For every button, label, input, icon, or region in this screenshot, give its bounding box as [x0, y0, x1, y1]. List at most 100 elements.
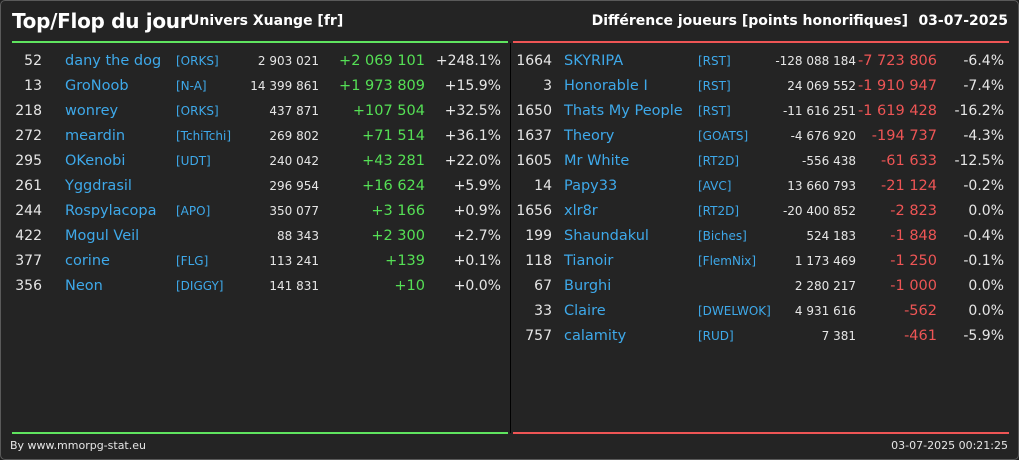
points-diff: -1 848	[890, 228, 937, 244]
table-row: 757 calamity [RUD] 7 381 -461 -5.9%	[511, 324, 1018, 349]
player-alliance[interactable]: [TchiTchi]	[176, 129, 232, 143]
player-rank: 1664	[516, 53, 552, 69]
percent-change: +0.9%	[453, 203, 501, 219]
percent-change: -7.4%	[963, 78, 1004, 94]
table-row: 14 Papy33 [AVC] 13 660 793 -21 124 -0.2%	[511, 174, 1018, 199]
player-points: -4 676 920	[790, 129, 856, 143]
table-row: 422 Mogul Veil 88 343 +2 300 +2.7%	[1, 224, 510, 249]
player-name[interactable]: Thats My People	[564, 103, 683, 119]
player-name[interactable]: Honorable I	[564, 78, 648, 94]
percent-change: +0.0%	[453, 278, 501, 294]
player-name[interactable]: Claire	[564, 303, 606, 319]
player-alliance[interactable]: [FLG]	[176, 254, 209, 268]
player-name[interactable]: corine	[65, 253, 110, 269]
player-name[interactable]: Burghi	[564, 278, 612, 294]
player-rank: 261	[15, 178, 42, 194]
player-alliance[interactable]: [Biches]	[698, 229, 747, 243]
player-name[interactable]: xlr8r	[564, 203, 598, 219]
player-points: 88 343	[277, 229, 319, 243]
bottom-divider-loss	[513, 432, 1009, 434]
player-name[interactable]: Mogul Veil	[65, 228, 140, 244]
percent-change: -4.3%	[963, 128, 1004, 144]
player-name[interactable]: wonrey	[65, 103, 119, 119]
player-alliance[interactable]: [ORKS]	[176, 104, 219, 118]
player-name[interactable]: SKYRIPA	[564, 53, 624, 69]
percent-change: +22.0%	[444, 153, 501, 169]
player-alliance[interactable]: [UDT]	[176, 154, 211, 168]
points-diff: +10	[394, 278, 425, 294]
universe-label: Univers Xuange [fr]	[188, 13, 344, 29]
points-diff: +3 166	[371, 203, 425, 219]
points-diff: +71 514	[362, 128, 425, 144]
percent-change: 0.0%	[968, 203, 1004, 219]
player-name[interactable]: OKenobi	[65, 153, 126, 169]
player-alliance[interactable]: [ORKS]	[176, 54, 219, 68]
player-alliance[interactable]: [N-A]	[176, 79, 207, 93]
player-points: 14 399 861	[250, 79, 319, 93]
player-rank: 422	[15, 228, 42, 244]
player-name[interactable]: Papy33	[564, 178, 618, 194]
player-name[interactable]: dany the dog	[65, 53, 162, 69]
player-name[interactable]: Theory	[564, 128, 615, 144]
player-rank: 1605	[516, 153, 552, 169]
table-row: 356 Neon [DIGGY] 141 831 +10 +0.0%	[1, 274, 510, 299]
points-diff: +2 069 101	[339, 53, 425, 69]
percent-change: -16.2%	[954, 103, 1004, 119]
table-row: 33 Claire [DWELWOK] 4 931 616 -562 0.0%	[511, 299, 1018, 324]
player-name[interactable]: meardin	[65, 128, 126, 144]
player-alliance[interactable]: [DWELWOK]	[698, 304, 771, 318]
player-rank: 67	[534, 278, 552, 294]
points-diff: -1 619 428	[857, 103, 937, 119]
player-points: 240 042	[269, 154, 319, 168]
player-name[interactable]: Neon	[65, 278, 103, 294]
table-row: 272 meardin [TchiTchi] 269 802 +71 514 +36.1%	[1, 124, 510, 149]
player-points: 24 069 552	[787, 79, 856, 93]
percent-change: +5.9%	[453, 178, 501, 194]
player-rank: 1656	[516, 203, 552, 219]
percent-change: -0.2%	[963, 178, 1004, 194]
column-divider	[510, 43, 511, 433]
player-points: 2 280 217	[794, 279, 856, 293]
percent-change: -6.4%	[963, 53, 1004, 69]
player-alliance[interactable]: [RST]	[698, 104, 731, 118]
points-diff: -562	[904, 303, 937, 319]
player-name[interactable]: Shaundakul	[564, 228, 649, 244]
table-row: 52 dany the dog [ORKS] 2 903 021 +2 069 101 +…	[1, 49, 510, 74]
player-points: 1 173 469	[794, 254, 856, 268]
player-name[interactable]: calamity	[564, 328, 627, 344]
player-alliance[interactable]: [RST]	[698, 54, 731, 68]
player-rank: 118	[525, 253, 552, 269]
player-rank: 356	[15, 278, 42, 294]
report-date: 03-07-2025	[918, 13, 1008, 29]
percent-change: +248.1%	[435, 53, 501, 69]
table-row: 3 Honorable I [RST] 24 069 552 -1 910 947 -7.…	[511, 74, 1018, 99]
percent-change: -12.5%	[954, 153, 1004, 169]
player-name[interactable]: Rospylacopa	[65, 203, 157, 219]
player-name[interactable]: Yggdrasil	[65, 178, 132, 194]
player-alliance[interactable]: [RT2D]	[698, 204, 740, 218]
player-alliance[interactable]: [RUD]	[698, 329, 734, 343]
table-row: 218 wonrey [ORKS] 437 871 +107 504 +32.5%	[1, 99, 510, 124]
player-alliance[interactable]: [FlemNix]	[698, 254, 757, 268]
player-rank: 295	[15, 153, 42, 169]
player-alliance[interactable]: [RST]	[698, 79, 731, 93]
percent-change: -0.1%	[963, 253, 1004, 269]
player-alliance[interactable]: [RT2D]	[698, 154, 740, 168]
footer-credit[interactable]: By www.mmorpg-stat.eu	[10, 439, 146, 452]
player-alliance[interactable]: [GOATS]	[698, 129, 749, 143]
player-alliance[interactable]: [AVC]	[698, 179, 732, 193]
player-name[interactable]: GroNoob	[65, 78, 129, 94]
player-alliance[interactable]: [APO]	[176, 204, 211, 218]
player-points: -20 400 852	[782, 204, 856, 218]
player-name[interactable]: Mr White	[564, 153, 630, 169]
player-points: -11 616 251	[782, 104, 856, 118]
player-rank: 33	[534, 303, 552, 319]
table-row: 1605 Mr White [RT2D] -556 438 -61 633 -12.5%	[511, 149, 1018, 174]
player-points: 350 077	[269, 204, 319, 218]
table-row: 13 GroNoob [N-A] 14 399 861 +1 973 809 +15.9%	[1, 74, 510, 99]
metric-title: Différence joueurs [points honorifiques]	[591, 13, 908, 29]
percent-change: -5.9%	[963, 328, 1004, 344]
bottom-divider-gain	[12, 432, 508, 434]
player-alliance[interactable]: [DIGGY]	[176, 279, 224, 293]
player-name[interactable]: Tianoir	[564, 253, 614, 269]
